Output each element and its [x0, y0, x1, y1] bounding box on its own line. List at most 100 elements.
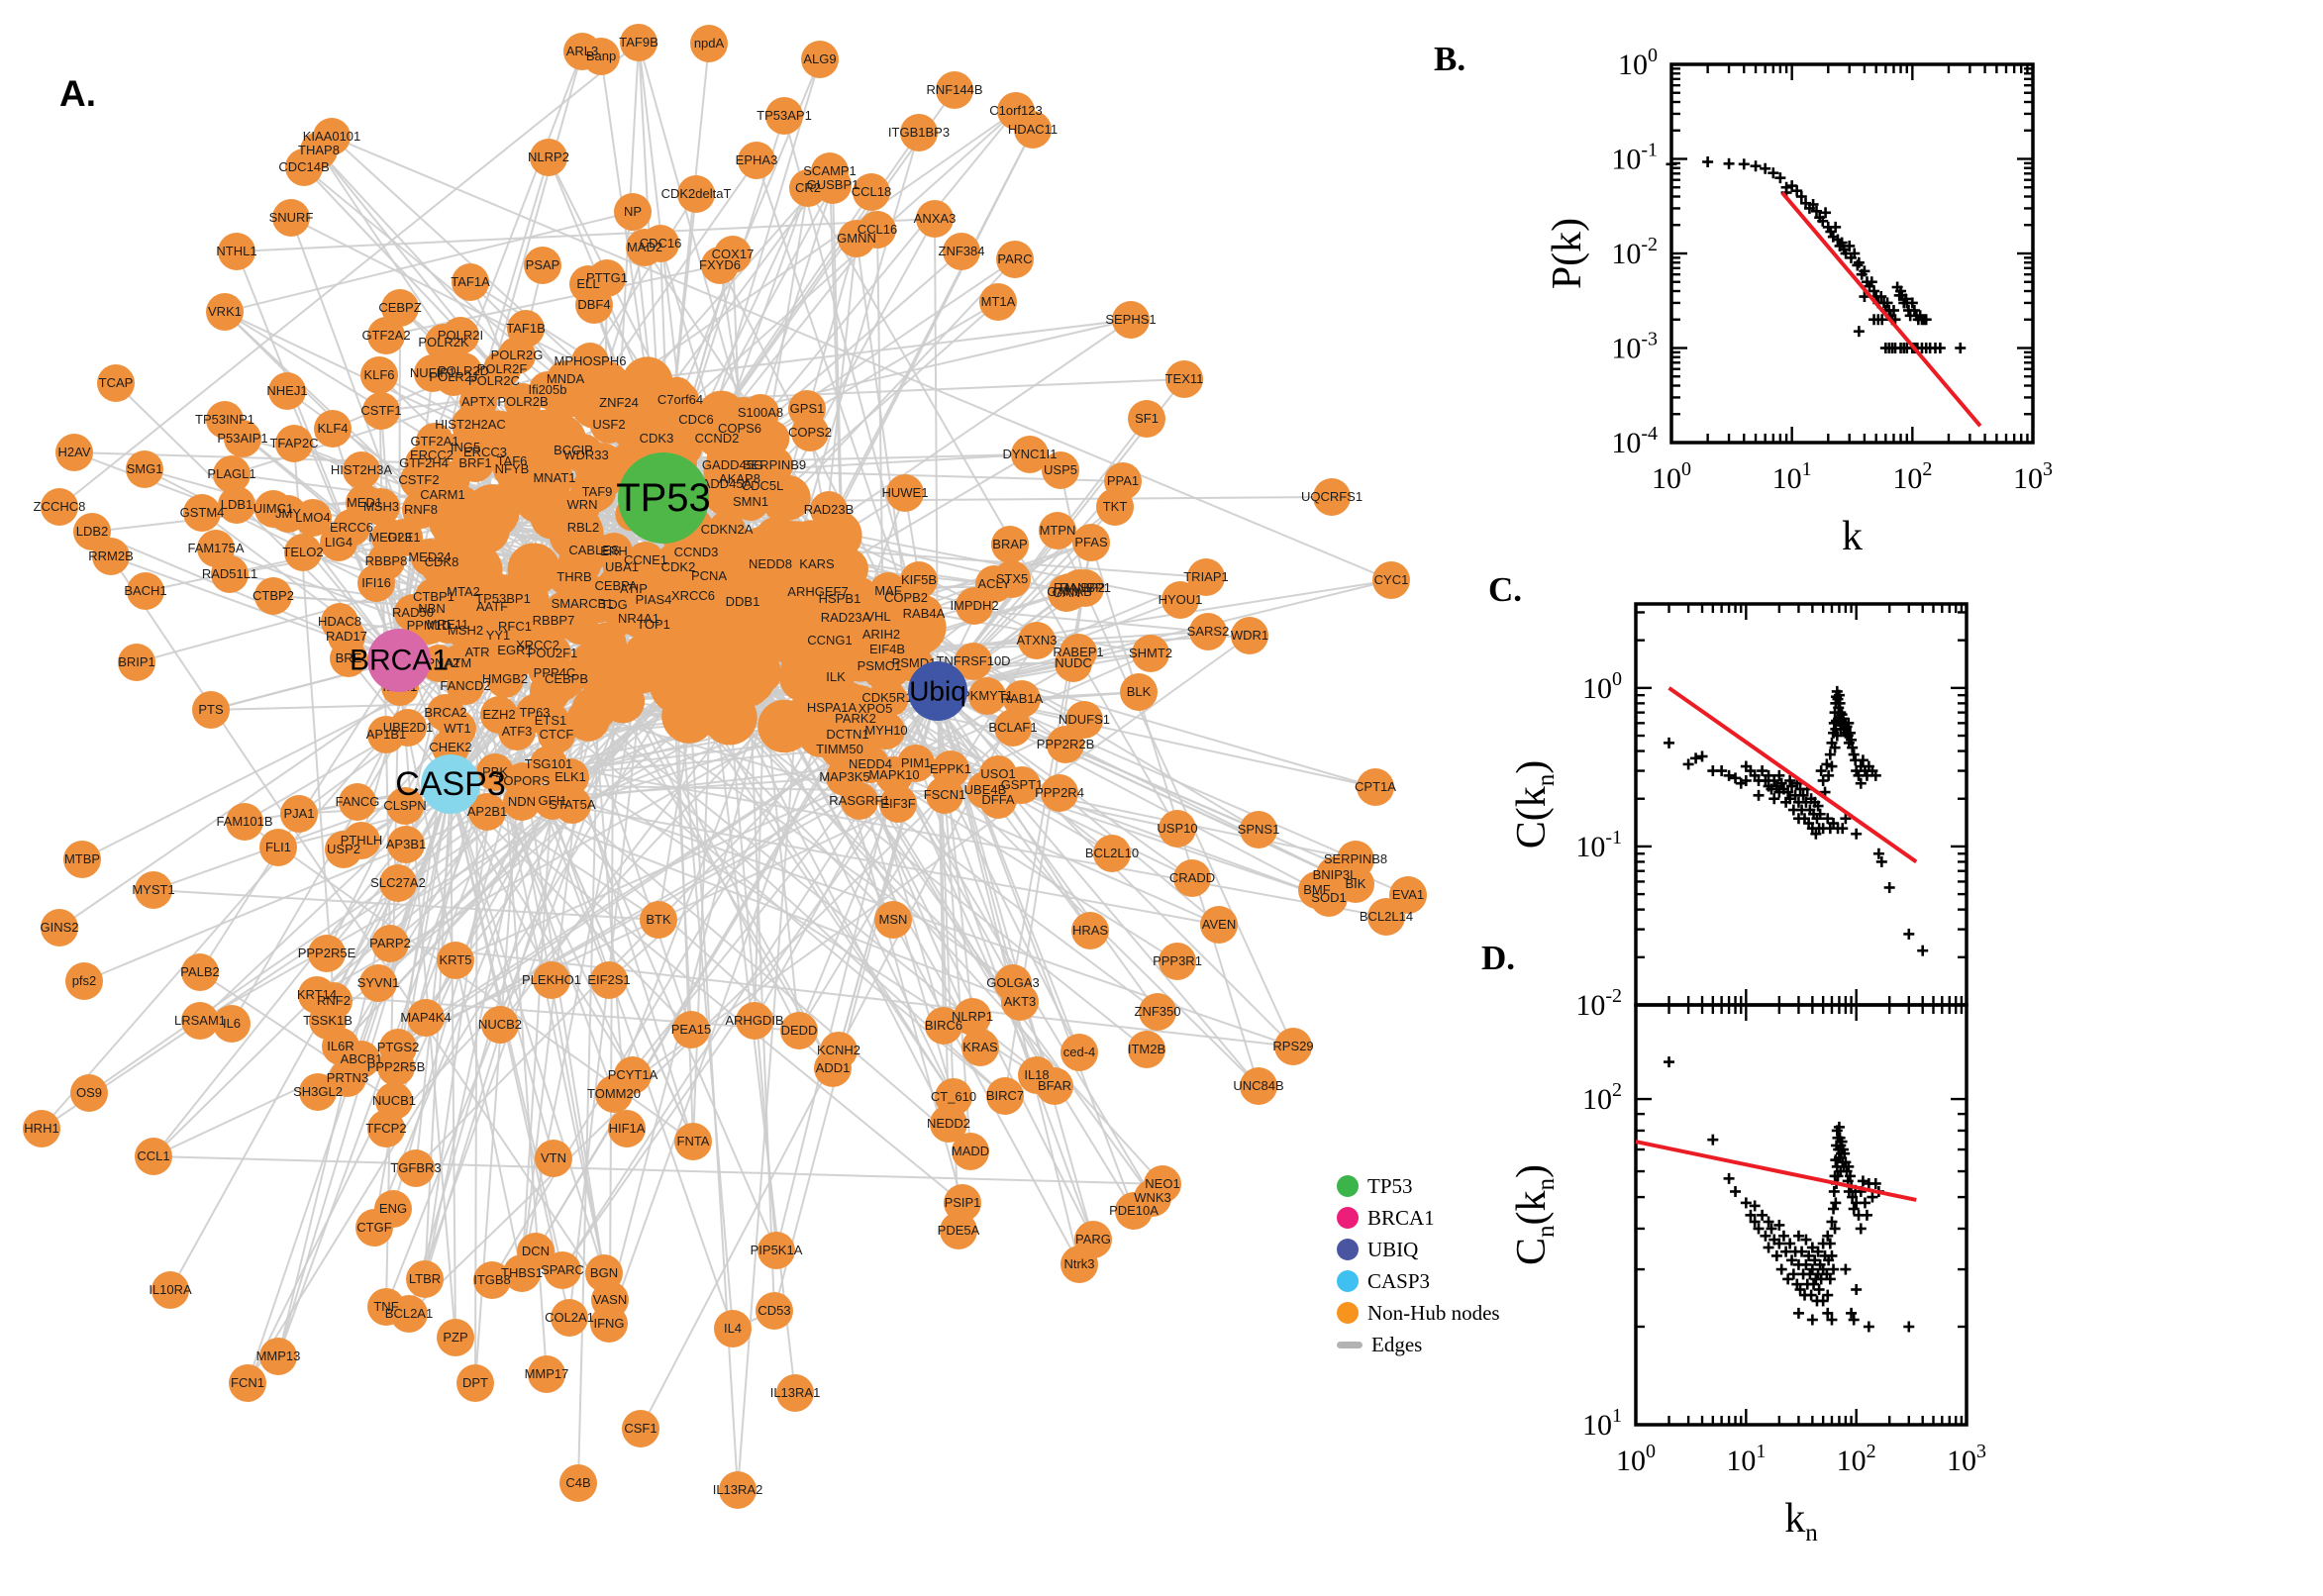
network-node-akt3[interactable]	[1001, 983, 1039, 1021]
network-node-fancd2[interactable]	[447, 667, 484, 705]
network-node-bcl2l14[interactable]	[1367, 898, 1405, 936]
network-node-p53aip1[interactable]	[224, 420, 261, 457]
network-node-ppp2r2b[interactable]	[1047, 726, 1084, 763]
network-node-map4k4[interactable]	[407, 999, 445, 1037]
network-node-hist2h3a[interactable]	[343, 451, 380, 489]
network-node-usp10[interactable]	[1159, 810, 1196, 848]
network-node[interactable]	[827, 548, 868, 590]
network-node-smn1[interactable]	[732, 483, 769, 521]
network-node-pea15[interactable]	[672, 1011, 710, 1048]
network-node-rrm2b[interactable]	[92, 538, 130, 575]
network-node-nthl1[interactable]	[218, 233, 255, 270]
network-node-psip1[interactable]	[944, 1184, 981, 1222]
network-node-gtf2a2[interactable]	[367, 317, 405, 354]
network-node-itgb8[interactable]	[473, 1261, 511, 1299]
network-node-c4b[interactable]	[559, 1464, 597, 1502]
network-node-uqcrfs1[interactable]	[1313, 478, 1351, 516]
network-node-sf1[interactable]	[1128, 400, 1165, 438]
network-node[interactable]	[758, 699, 811, 753]
network-node-tgfbr3[interactable]	[397, 1149, 435, 1187]
hub-node-tp53[interactable]	[618, 452, 709, 544]
network-node-triap1[interactable]	[1187, 558, 1225, 596]
network-node-alg9[interactable]	[801, 41, 839, 78]
network-node-tcap[interactable]	[97, 364, 135, 402]
network-node-stx5[interactable]	[993, 560, 1031, 598]
network-node-sparc[interactable]	[544, 1251, 581, 1289]
network-node-taf9[interactable]	[578, 473, 616, 511]
network-node-fam101b[interactable]	[226, 803, 263, 841]
network-node-cradd[interactable]	[1173, 859, 1211, 897]
network-node-birc6[interactable]	[925, 1007, 962, 1045]
network-node[interactable]	[770, 620, 804, 654]
network-node-msn[interactable]	[874, 901, 912, 939]
network-node-ldb1[interactable]	[218, 486, 255, 524]
network-node-fxyd6[interactable]	[701, 247, 739, 284]
network-node-col2a1[interactable]	[551, 1299, 588, 1337]
network-node-ifng[interactable]	[590, 1305, 628, 1343]
network-node-psap[interactable]	[524, 247, 561, 284]
network-node-btk[interactable]	[640, 901, 677, 939]
network-node-znf384[interactable]	[943, 233, 980, 270]
network-node-cstf1[interactable]	[362, 392, 400, 430]
network-node-itgb1bp3[interactable]	[900, 114, 938, 151]
network-node-itm2b[interactable]	[1128, 1031, 1165, 1068]
network-node-pcyt1a[interactable]	[614, 1056, 652, 1094]
network-node-cpt1a[interactable]	[1357, 768, 1394, 806]
network-node-gstm4[interactable]	[183, 494, 221, 532]
network-node-krt5[interactable]	[437, 942, 474, 979]
network-node-ctbp2[interactable]	[254, 577, 292, 615]
network-node-mad2[interactable]	[626, 229, 663, 266]
network-node-hrh1[interactable]	[23, 1110, 60, 1147]
network-node-unc84b[interactable]	[1240, 1067, 1277, 1105]
network-node-pde5a[interactable]	[940, 1212, 977, 1249]
network-node-sod1[interactable]	[1310, 879, 1348, 917]
network-node-dffa[interactable]	[979, 781, 1017, 819]
network-node-smarcb1[interactable]	[563, 585, 601, 623]
network-node-ppp3r1[interactable]	[1159, 943, 1196, 980]
network-node-sh3gl2[interactable]	[299, 1073, 337, 1111]
network-node-spns1[interactable]	[1240, 811, 1277, 848]
network-node-il13ra2[interactable]	[719, 1471, 757, 1509]
network-node-nudc[interactable]	[1055, 645, 1092, 682]
network-node-mta2[interactable]	[445, 573, 482, 611]
network-node-fscn1[interactable]	[926, 776, 963, 814]
network-node-vtn[interactable]	[535, 1140, 572, 1177]
network-node-cebpz[interactable]	[381, 289, 419, 327]
network-node-rad23b[interactable]	[810, 491, 848, 529]
network-node-rad51l1[interactable]	[211, 555, 249, 593]
network-node-pja1[interactable]	[280, 795, 318, 833]
network-node-kcnh2[interactable]	[820, 1032, 858, 1069]
network-node[interactable]	[666, 676, 707, 717]
network-node-stat5a[interactable]	[554, 786, 591, 824]
network-node-brap[interactable]	[991, 526, 1029, 563]
network-node-ap1b1[interactable]	[367, 716, 405, 753]
network-node-np[interactable]	[614, 193, 652, 231]
hub-node-ubiq[interactable]	[908, 661, 967, 721]
network-node-rps29[interactable]	[1274, 1028, 1312, 1065]
network-node-vrk1[interactable]	[206, 293, 244, 331]
network-node-bcl2l10[interactable]	[1093, 835, 1131, 872]
network-node-wdr33[interactable]	[567, 437, 605, 474]
network-node-bcl2a1[interactable]	[390, 1295, 428, 1333]
network-node-il13ra1[interactable]	[776, 1374, 814, 1412]
network-node-brip1[interactable]	[118, 644, 155, 681]
network-node-pfas[interactable]	[1072, 524, 1110, 561]
network-node-h2av[interactable]	[55, 434, 93, 471]
network-node-atxn3[interactable]	[1018, 622, 1056, 659]
network-node-ddb1[interactable]	[724, 583, 761, 621]
network-node-smg1[interactable]	[126, 450, 163, 488]
network-node-epha3[interactable]	[738, 142, 775, 179]
network-node-cr2[interactable]	[789, 169, 827, 207]
network-node-tkt[interactable]	[1096, 488, 1134, 526]
network-node-gadd45a[interactable]	[703, 465, 741, 503]
network-node-nlrp2[interactable]	[530, 139, 567, 176]
network-node-psmc1[interactable]	[860, 648, 898, 685]
network-node-nfyb[interactable]	[493, 450, 531, 488]
network-node-sars2[interactable]	[1189, 613, 1227, 650]
network-node-sephs1[interactable]	[1112, 301, 1150, 339]
network-node-snurf[interactable]	[272, 199, 310, 237]
network-node-tnfrsf10d[interactable]	[955, 643, 992, 680]
network-node-kars[interactable]	[798, 546, 836, 583]
network-node-kras[interactable]	[961, 1029, 999, 1066]
network-node-mapk10[interactable]	[875, 756, 913, 794]
